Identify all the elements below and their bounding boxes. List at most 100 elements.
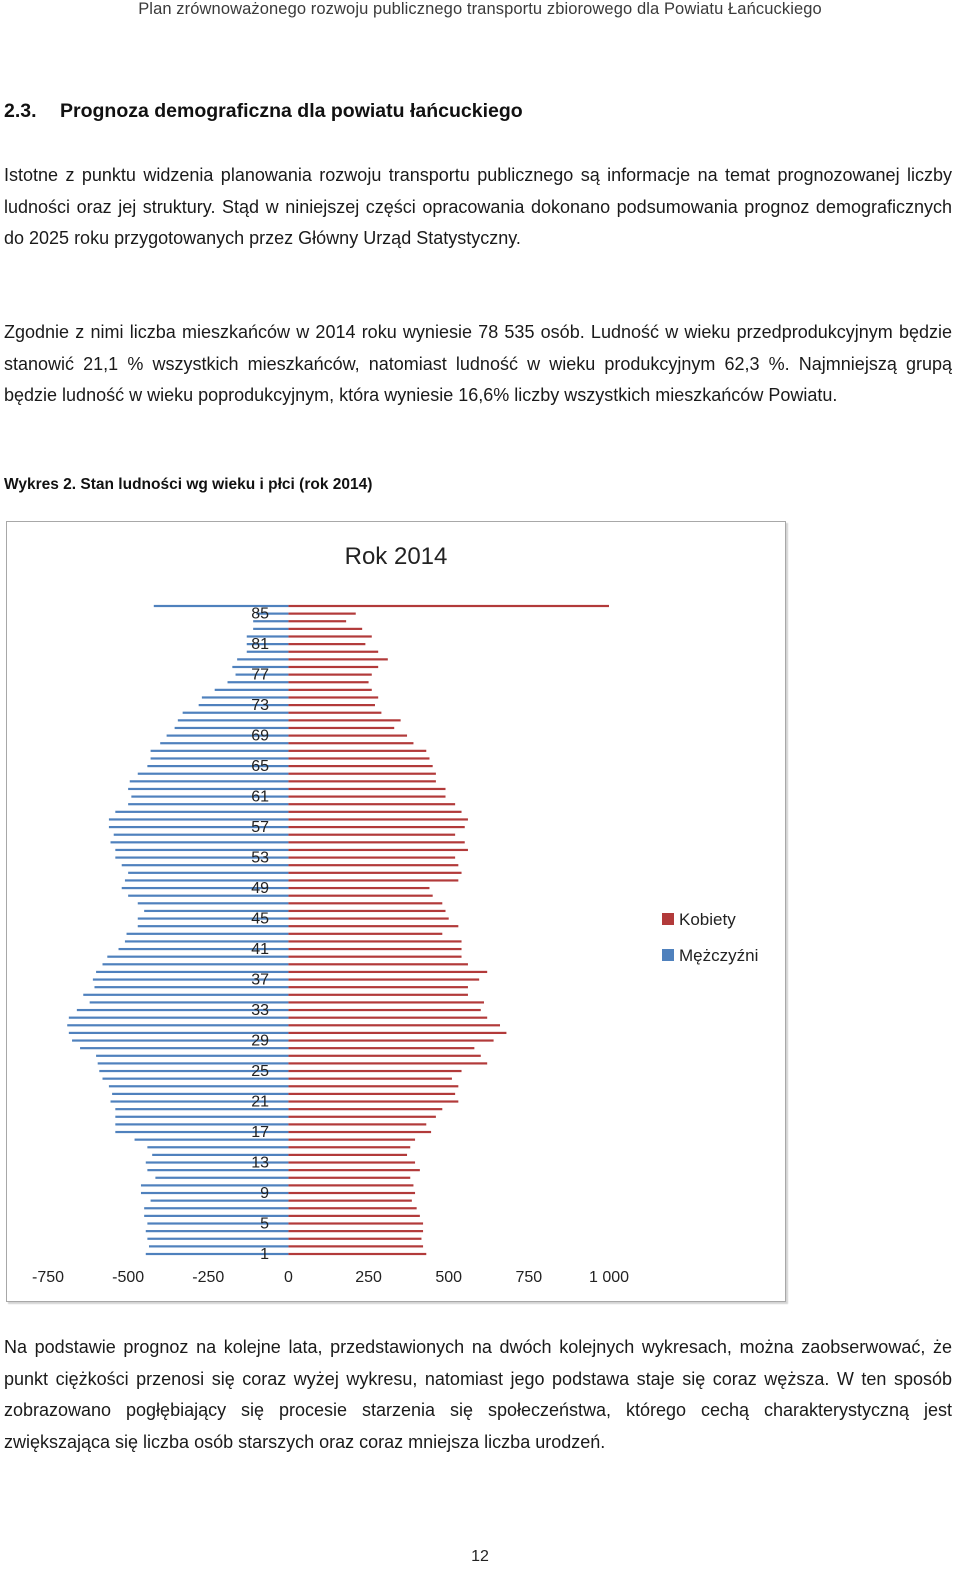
- bar-female-age-71: [288, 719, 401, 722]
- bar-female-age-78: [288, 665, 379, 669]
- bar-female-age-73: [288, 704, 375, 707]
- bar-male-age-30: [68, 1031, 289, 1035]
- bar-male-age-13: [145, 1161, 289, 1164]
- bar-male-age-80: [246, 650, 289, 653]
- paragraph-conclusion: Na podstawie prognoz na kolejne lata, pr…: [4, 1337, 952, 1452]
- bar-male-age-29: [72, 1039, 289, 1042]
- bar-male-age-55: [110, 841, 289, 844]
- legend-swatch-female: [662, 913, 674, 925]
- bar-female-age-51: [288, 871, 462, 874]
- bar-female-age-16: [288, 1138, 416, 1141]
- running-header: Plan zrównoważonego rozwoju publicznego …: [138, 0, 822, 18]
- bar-male-age-46: [144, 909, 289, 913]
- bar-male-age-77: [235, 673, 289, 676]
- figure-caption: Wykres 2. Stan ludności wg wieku i płci …: [4, 476, 373, 493]
- bar-female-age-15: [288, 1146, 411, 1149]
- age-tick-label: 69: [251, 728, 269, 745]
- bar-male-age-19: [115, 1115, 289, 1118]
- bar-female-age-53: [288, 856, 456, 859]
- bar-female-age-18: [288, 1123, 427, 1126]
- bar-male-age-68: [160, 742, 289, 745]
- age-tick-label: 5: [260, 1216, 269, 1233]
- bar-female-age-52: [288, 864, 459, 867]
- bar-female-age-83: [288, 627, 363, 630]
- bar-female-age-33: [288, 1008, 481, 1012]
- age-tick-label: 57: [251, 819, 269, 836]
- bar-female-age-12: [288, 1169, 420, 1172]
- bar-female-age-62: [288, 787, 446, 791]
- bar-male-age-34: [89, 1001, 289, 1004]
- age-tick-label: 45: [251, 911, 269, 928]
- x-tick-label: -750: [32, 1269, 64, 1286]
- bar-male-age-85: [256, 612, 289, 615]
- bar-female-age-81: [288, 643, 366, 646]
- bar-male-age-43: [126, 932, 289, 935]
- bar-female-age-47: [288, 902, 443, 905]
- bar-male-age-56: [113, 833, 289, 836]
- bar-female-age-69: [288, 734, 408, 737]
- paragraph-population: Zgodnie z nimi liczba mieszkańców w 2014…: [4, 322, 952, 405]
- bar-male-age-8: [150, 1199, 289, 1202]
- bar-male-age-53: [115, 856, 289, 859]
- bar-male-age-2: [148, 1245, 289, 1248]
- bar-female-age-59: [288, 810, 462, 813]
- age-tick-label: 81: [251, 636, 269, 653]
- bar-male-age-27: [96, 1054, 289, 1057]
- bar-male-age-60: [128, 803, 289, 806]
- bar-female-age-22: [288, 1092, 456, 1096]
- bar-male-age-15: [147, 1146, 289, 1149]
- bar-male-age-12: [147, 1169, 289, 1172]
- bar-male-age-71: [177, 719, 289, 722]
- bar-female-age-37: [288, 978, 480, 981]
- bar-male-age-54: [115, 848, 289, 852]
- bar-male-age-38: [96, 970, 289, 974]
- bar-male-age-84: [253, 620, 289, 623]
- bar-male-age-73: [198, 704, 289, 707]
- page-number: 12: [471, 1548, 489, 1565]
- bar-male-age-45: [137, 917, 289, 920]
- legend-label-female: Kobiety: [679, 910, 736, 929]
- bar-female-age-63: [288, 780, 436, 783]
- bar-female-age-23: [288, 1085, 459, 1088]
- bar-male-age-32: [68, 1016, 289, 1019]
- bar-female-age-38: [288, 970, 488, 974]
- x-tick-label: 250: [355, 1269, 382, 1286]
- bar-male-age-5: [147, 1222, 289, 1225]
- bar-male-age-11: [155, 1176, 289, 1179]
- section-title: Prognoza demograficzna dla powiatu łańcu…: [60, 100, 523, 122]
- bar-male-age-16: [134, 1138, 289, 1141]
- bar-male-age-4: [145, 1230, 289, 1233]
- bar-female-age-35: [288, 993, 468, 996]
- bar-female-age-85: [288, 612, 356, 615]
- bar-female-age-10: [288, 1184, 414, 1187]
- bar-female-age-58: [288, 818, 468, 821]
- bar-female-age-30: [288, 1031, 507, 1035]
- age-tick-label: 41: [251, 941, 269, 958]
- bar-male-age-31: [67, 1024, 289, 1027]
- age-tick-label: 73: [251, 697, 269, 714]
- legend-label-male: Mężczyźni: [679, 946, 758, 965]
- bar-male-age-78: [232, 665, 289, 669]
- bar-female-age-29: [288, 1039, 494, 1042]
- bar-male-age-18: [115, 1123, 289, 1126]
- bar-male-age-35: [83, 993, 289, 996]
- bar-female-age-41: [288, 947, 462, 951]
- bar-male-age-76: [227, 681, 289, 684]
- bar-male-age-61: [131, 795, 289, 798]
- bar-female-age-6: [288, 1214, 420, 1217]
- bar-female-age-3: [288, 1237, 422, 1240]
- bar-female-age-54: [288, 848, 468, 852]
- bar-female-age-86: [288, 604, 609, 608]
- bar-female-age-68: [288, 742, 414, 745]
- bar-male-age-67: [150, 749, 289, 752]
- bar-female-age-14: [288, 1153, 408, 1156]
- age-tick-label: 37: [251, 972, 269, 989]
- x-tick-label: 500: [435, 1269, 462, 1286]
- bar-male-age-65: [147, 764, 289, 768]
- bar-female-age-56: [288, 833, 456, 836]
- bar-male-age-9: [140, 1191, 289, 1195]
- bar-male-age-21: [110, 1100, 289, 1103]
- bar-male-age-3: [147, 1237, 289, 1240]
- bar-female-age-17: [288, 1130, 432, 1134]
- bar-female-age-60: [288, 803, 456, 806]
